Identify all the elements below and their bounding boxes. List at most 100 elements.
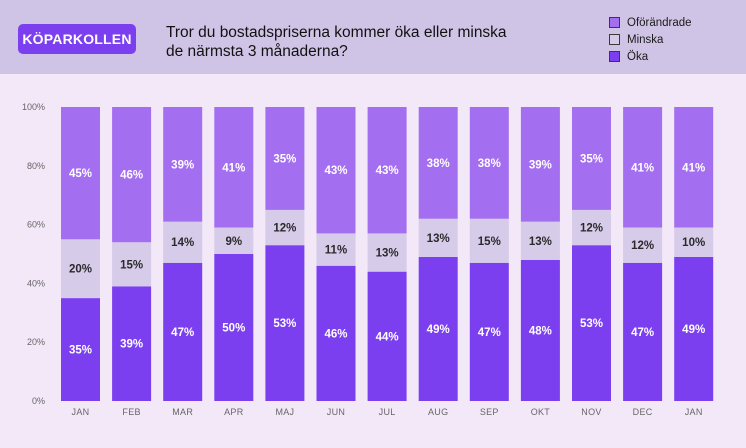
legend-swatch-oka: [609, 51, 620, 62]
bar-segment: [265, 209, 305, 246]
bar-segment: [469, 107, 509, 219]
bar-segment: [163, 107, 203, 222]
data-label: 9%: [225, 236, 242, 248]
data-label: 47%: [171, 327, 194, 339]
data-label: 47%: [631, 327, 654, 339]
data-label: 46%: [120, 170, 143, 182]
data-label: 48%: [529, 325, 552, 337]
data-label: 38%: [478, 158, 501, 170]
bar-segment: [520, 221, 560, 260]
chart-title: Tror du bostadspriserna kommer öka eller…: [166, 23, 566, 61]
legend: Oförändrade Minska Öka: [609, 14, 692, 65]
x-tick-label: JUN: [327, 407, 345, 417]
data-label: 12%: [273, 223, 296, 235]
data-label: 45%: [69, 168, 92, 180]
bar-segment: [112, 242, 152, 287]
bar-segment: [265, 245, 305, 401]
data-label: 13%: [427, 233, 450, 245]
bar-segment: [214, 227, 254, 254]
data-label: 35%: [69, 345, 92, 357]
bar-segment: [469, 262, 509, 401]
legend-label-oka: Öka: [627, 50, 649, 63]
data-label: 39%: [529, 159, 552, 171]
bar-segment: [572, 209, 611, 246]
bar-segment: [265, 107, 305, 210]
bar-segment: [572, 245, 611, 401]
data-label: 43%: [324, 165, 347, 177]
y-tick-label: 0%: [32, 396, 45, 406]
data-label: 14%: [171, 237, 194, 249]
bar-segment: [520, 107, 560, 222]
data-label: 53%: [580, 318, 603, 330]
bar-segment: [214, 254, 254, 401]
bar-segment: [469, 218, 509, 263]
bar-segment: [61, 107, 100, 240]
bar-segment: [674, 256, 714, 401]
y-tick-label: 100%: [22, 102, 45, 112]
data-label: 12%: [580, 223, 603, 235]
legend-item-minska: Minska: [609, 31, 692, 48]
bar-segment: [520, 259, 560, 401]
data-label: 39%: [120, 339, 143, 351]
data-label: 13%: [529, 236, 552, 248]
legend-label-minska: Minska: [627, 33, 664, 46]
x-tick-label: SEP: [480, 407, 499, 417]
legend-item-oka: Öka: [609, 48, 692, 65]
legend-label-oforandrade: Oförändrade: [627, 16, 692, 29]
x-tick-label: OKT: [531, 407, 551, 417]
bar-segment: [623, 107, 663, 228]
brand-logo: KÖPARKOLLEN: [18, 24, 136, 54]
bar-segment: [61, 239, 100, 299]
data-label: 41%: [222, 162, 245, 174]
bar-segment: [214, 107, 254, 228]
bar-segment: [316, 107, 356, 234]
bar-segment: [112, 107, 152, 243]
stacked-bar-chart: 0% 20% 40% 60% 80% 100% 35% 20% 45% JAN 39% 15% 46% F…: [22, 102, 714, 417]
data-label: 44%: [376, 331, 399, 343]
legend-item-oforandrade: Oförändrade: [609, 14, 692, 31]
x-tick-label: JUL: [379, 407, 396, 417]
x-tick-label: JAN: [72, 407, 90, 417]
data-label: 50%: [222, 323, 245, 335]
bar-segment: [163, 221, 203, 263]
bar-segment: [163, 262, 203, 401]
data-label: 20%: [69, 264, 92, 276]
x-tick-label: NOV: [581, 407, 601, 417]
bar-segment: [61, 298, 100, 401]
bar-segment: [316, 265, 356, 401]
x-tick-label: MAR: [172, 407, 193, 417]
bar-segment: [367, 107, 407, 234]
data-label: 53%: [273, 318, 296, 330]
x-tick-label: DEC: [633, 407, 653, 417]
data-label: 35%: [273, 153, 296, 165]
y-tick-label: 20%: [27, 337, 45, 347]
bar-segment: [572, 107, 611, 210]
bar-segment: [623, 227, 663, 263]
chart-title-line-1: Tror du bostadspriserna kommer öka eller…: [166, 24, 507, 41]
data-label: 39%: [171, 159, 194, 171]
y-tick-label: 60%: [27, 220, 45, 230]
x-tick-label: AUG: [428, 407, 448, 417]
data-label: 13%: [376, 248, 399, 260]
bar-segment: [316, 233, 356, 266]
data-label: 41%: [682, 162, 705, 174]
y-tick-label: 40%: [27, 278, 45, 288]
data-label: 49%: [427, 324, 450, 336]
bar-segment: [367, 233, 407, 272]
data-label: 41%: [631, 162, 654, 174]
data-label: 12%: [631, 240, 654, 252]
bar-segment: [418, 256, 458, 401]
x-tick-label: FEB: [122, 407, 140, 417]
bar-segment: [112, 286, 152, 401]
chart-title-line-2: de närmsta 3 månaderna?: [166, 43, 348, 60]
data-label: 47%: [478, 327, 501, 339]
bar-segment: [418, 218, 458, 257]
bar-segment: [674, 107, 714, 228]
bar-segment: [623, 262, 663, 401]
data-label: 49%: [682, 324, 705, 336]
x-tick-label: MAJ: [275, 407, 294, 417]
legend-swatch-oforandrade: [609, 17, 620, 28]
legend-swatch-minska: [609, 34, 620, 45]
header-band: KÖPARKOLLEN Tror du bostadspriserna komm…: [0, 0, 746, 74]
data-label: 10%: [682, 237, 705, 249]
